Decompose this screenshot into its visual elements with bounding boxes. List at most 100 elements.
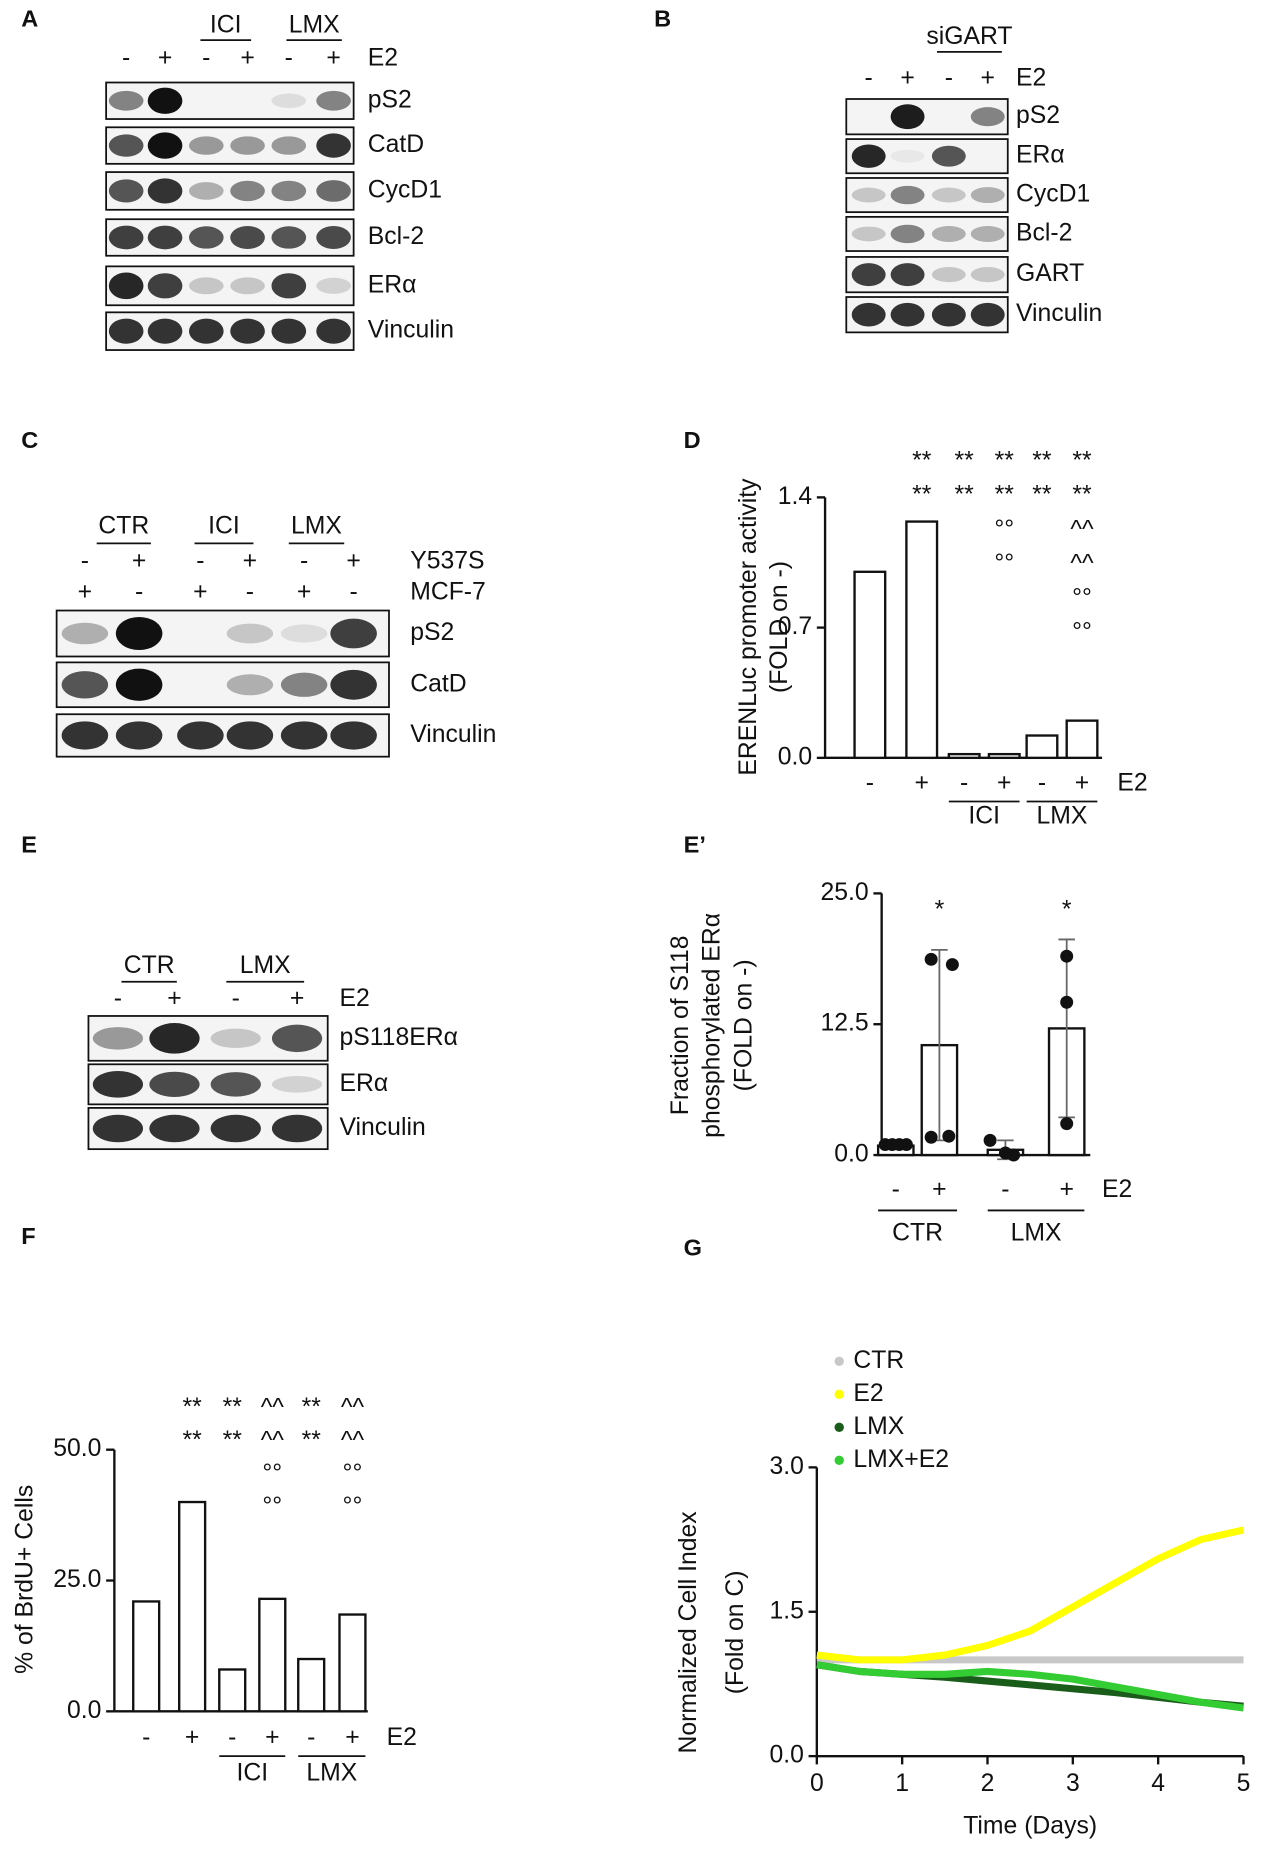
band: [890, 149, 925, 163]
point: [945, 958, 959, 972]
band: [851, 144, 886, 168]
annotation: °°: [994, 550, 1014, 577]
bar: [905, 520, 939, 760]
panel-letter: A: [21, 5, 38, 31]
annotation: **: [1032, 448, 1052, 475]
x-axis-label: Time (Days): [963, 1812, 1097, 1839]
x-tick-label: -: [142, 1724, 150, 1751]
band: [147, 178, 183, 204]
band: [210, 1028, 261, 1049]
band: [147, 318, 183, 344]
x-tick-label: 0: [810, 1770, 824, 1797]
annotation: °°: [994, 516, 1014, 543]
annotation: **: [223, 1427, 243, 1454]
x-tick-label: +: [914, 769, 928, 796]
group-label: CTR: [892, 1220, 943, 1247]
sign: -: [135, 578, 143, 605]
bar: [1065, 719, 1099, 760]
point: [899, 1138, 913, 1152]
band: [230, 277, 265, 295]
band: [108, 90, 144, 111]
legend-swatch: [834, 1422, 844, 1433]
x-tick-label: -: [960, 769, 968, 796]
point: [942, 1129, 956, 1143]
blot-strip: [105, 81, 355, 120]
point: [1060, 995, 1074, 1009]
annotation: °°: [343, 1460, 363, 1487]
band-label: Vinculin: [410, 721, 496, 748]
band-label: CatD: [368, 131, 424, 158]
annotation: **: [183, 1394, 203, 1421]
band: [226, 623, 274, 644]
x-tick-label: +: [997, 769, 1011, 796]
y-axis-label: ERENLuc promoter activity: [735, 478, 762, 776]
band-label: pS2: [410, 619, 454, 646]
group-label: ICI: [210, 11, 242, 38]
y-tick-label: 1.4: [778, 483, 813, 510]
group-label: LMX: [240, 952, 291, 979]
group-label: LMX: [289, 11, 340, 38]
band: [890, 224, 925, 244]
x-tick-label: -: [307, 1724, 315, 1751]
annotation: **: [183, 1427, 203, 1454]
annotation: **: [223, 1394, 243, 1421]
annotation: ^^: [261, 1427, 285, 1454]
band: [188, 182, 224, 200]
bar: [297, 1657, 326, 1713]
band: [147, 132, 183, 159]
panel-letter: E: [21, 831, 37, 857]
legend-label: CTR: [853, 1347, 904, 1374]
annotation: **: [302, 1394, 322, 1421]
y-tick-label: 50.0: [53, 1435, 101, 1462]
legend-label: LMX+E2: [853, 1446, 949, 1473]
legend-swatch: [834, 1356, 844, 1367]
band: [108, 134, 144, 157]
point: [924, 952, 938, 966]
band: [210, 1114, 261, 1143]
band: [851, 263, 886, 287]
legend-swatch: [834, 1389, 844, 1400]
y-tick-label: 1.5: [769, 1597, 803, 1624]
band: [271, 1114, 323, 1143]
row-label: MCF-7: [410, 578, 486, 605]
x-tick-label: +: [1059, 1176, 1073, 1203]
x-tick-label: 2: [981, 1770, 995, 1797]
band: [92, 1070, 144, 1098]
y-axis-label: (FOLD on -): [766, 561, 793, 693]
band: [147, 225, 183, 250]
y-axis-label: Normalized Cell Index: [675, 1511, 702, 1754]
x-tick-label: -: [866, 769, 874, 796]
point: [924, 1130, 938, 1144]
group-label: CTR: [124, 952, 175, 979]
panel-letter: B: [654, 5, 671, 31]
band: [280, 672, 328, 697]
annotation: **: [912, 482, 932, 509]
band-label: ERα: [368, 271, 417, 298]
band: [970, 107, 1005, 127]
panel-letter: G: [684, 1235, 702, 1261]
band: [92, 1027, 144, 1050]
group-label: siGART: [926, 23, 1012, 50]
annotation: **: [302, 1427, 322, 1454]
band: [147, 87, 183, 114]
panel-letter: C: [21, 427, 38, 453]
bar: [132, 1600, 161, 1713]
band: [115, 668, 163, 701]
band-label: ERα: [339, 1070, 388, 1097]
band: [177, 721, 224, 750]
group-label: ICI: [208, 512, 240, 539]
x-tick-label: +: [265, 1724, 279, 1751]
band: [851, 187, 886, 203]
band-label: Bcl-2: [1016, 219, 1072, 246]
band: [316, 133, 351, 158]
y-axis-label: Fraction of S118: [667, 936, 694, 1116]
sign: +: [78, 578, 92, 605]
row-label: E2: [1016, 64, 1046, 91]
annotation: ^^: [1070, 516, 1094, 543]
annotation: **: [955, 482, 975, 509]
band-label: CycD1: [1016, 181, 1090, 208]
annotation: °°: [1072, 618, 1092, 645]
panel-letter: D: [684, 427, 701, 453]
band-label: ERα: [1016, 142, 1065, 169]
